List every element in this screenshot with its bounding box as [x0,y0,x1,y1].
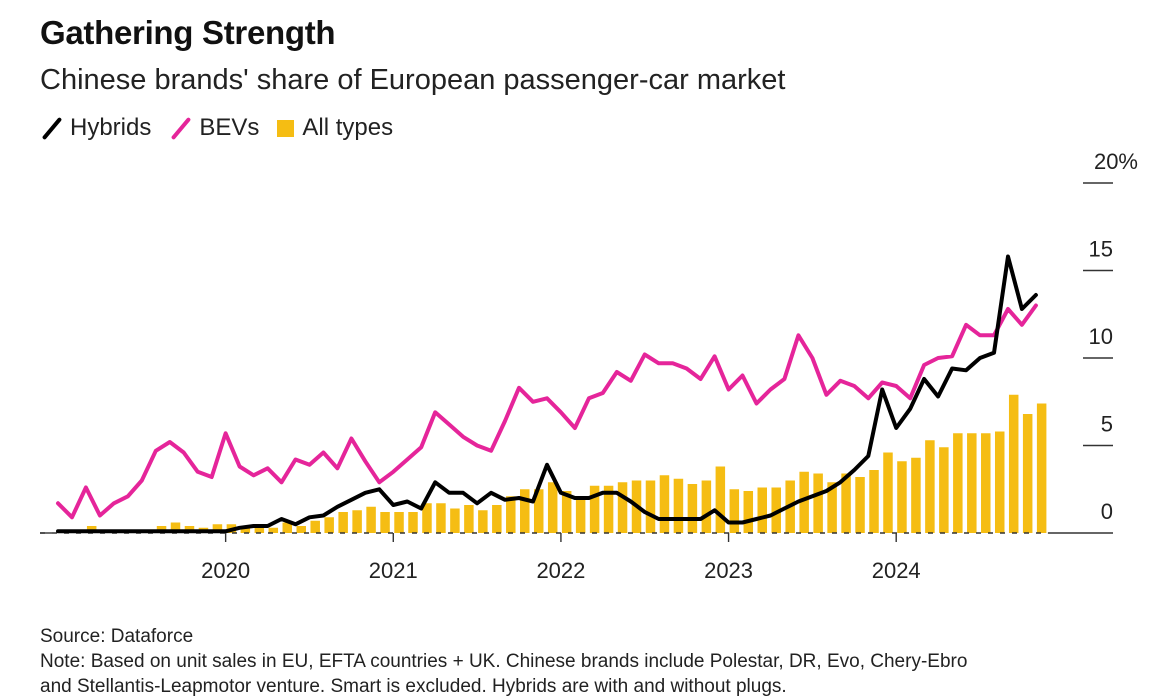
methodology-note: Note: Based on unit sales in EU, EFTA co… [40,651,968,672]
bar [687,484,698,533]
bar [380,512,390,533]
bar [589,485,600,533]
legend-item-bevs: BEVs [169,114,259,142]
bar [743,491,754,533]
bar [478,510,488,533]
x-tick-label: 2021 [369,558,418,583]
legend-item-hybrids: Hybrids [40,114,151,142]
bar [981,433,991,533]
bar [547,482,558,533]
bars-all-types [59,394,1047,533]
bar [240,527,251,533]
bar [436,503,446,533]
bar [603,485,614,533]
bar [967,433,977,533]
y-tick-label: 10 [1089,324,1113,349]
chart-plot: 0 5 10 15 20% 2020 2021 2022 2023 2024 [40,149,1138,583]
bar [1022,414,1033,533]
bar [799,471,809,533]
chart-subtitle: Chinese brands' share of European passen… [40,64,786,96]
legend: Hybrids BEVs All types [40,114,411,142]
bar [645,480,656,533]
bar [813,473,823,533]
bar [296,526,306,533]
bar [939,447,949,533]
y-axis: 0 5 10 15 20% [1083,149,1138,524]
bar [450,508,460,533]
bar [268,527,279,533]
bar [897,461,907,533]
bar [492,505,502,533]
bar [757,487,767,533]
bar [338,512,348,533]
bar [841,473,851,533]
x-tick-label: 2024 [872,558,921,583]
bar [394,512,404,533]
bar [324,517,334,533]
bar [715,466,726,533]
legend-label-bevs: BEVs [199,114,260,141]
line-hybrids [56,254,1038,534]
bar [659,475,670,533]
bar [883,452,893,533]
bar [953,433,963,533]
bar [366,506,376,533]
legend-label-all-types: All types [302,114,394,141]
y-tick-label: 20% [1094,149,1138,174]
legend-swatch-icon-all-types [277,119,295,137]
source-note: Source: Dataforce [40,626,194,647]
bar [701,480,712,533]
bar [673,478,684,533]
bar [212,524,223,533]
bar [771,487,781,533]
bar [506,496,516,533]
series-lines [56,254,1038,534]
bar [869,470,879,533]
footer: Source: Dataforce Note: Based on unit sa… [40,624,967,699]
bar [170,522,181,533]
bar [827,482,837,533]
bar [925,440,935,533]
x-axis: 2020 2021 2022 2023 2024 [201,533,921,583]
legend-label-hybrids: Hybrids [70,114,152,141]
bar [408,512,418,533]
y-tick-label: 0 [1101,499,1113,524]
legend-item-all-types: All types [277,114,393,142]
bar [994,431,1005,533]
bar [422,503,432,533]
bar [911,457,921,533]
bar [575,498,586,533]
bar [520,489,530,533]
methodology-note-continued: and Stellantis-Leapmotor venture. Smart … [40,676,787,697]
bar [561,491,572,533]
bar [729,489,740,533]
bar [1008,394,1019,533]
bar [254,527,265,533]
x-tick-label: 2020 [201,558,250,583]
bar [310,520,320,533]
bar [617,482,628,533]
bar [282,522,293,533]
y-tick-label: 5 [1101,412,1113,437]
bar [533,489,544,533]
bar [855,477,865,533]
chart-title: Gathering Strength [40,14,336,51]
x-tick-label: 2022 [536,558,585,583]
bar [1036,403,1047,533]
bar [464,505,474,533]
bar [352,510,362,533]
x-tick-label: 2023 [704,558,753,583]
y-tick-label: 15 [1089,237,1113,262]
line-bevs [56,303,1038,520]
